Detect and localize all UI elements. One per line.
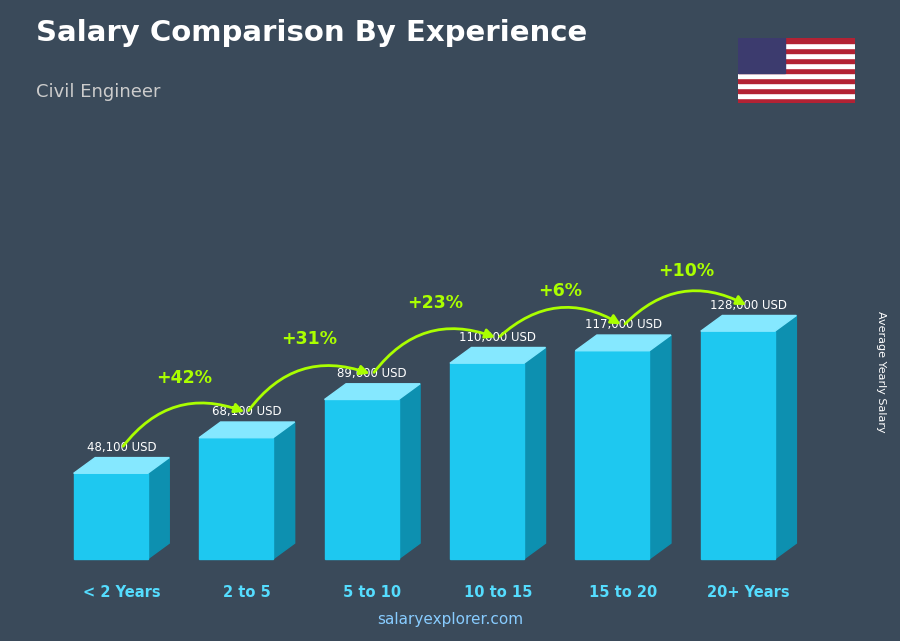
Polygon shape — [524, 347, 545, 559]
Polygon shape — [575, 335, 671, 351]
Polygon shape — [775, 315, 796, 559]
Text: 20+ Years: 20+ Years — [707, 585, 790, 600]
Text: +31%: +31% — [282, 330, 338, 349]
Text: +42%: +42% — [157, 369, 212, 387]
Bar — [738, 63, 855, 68]
Text: 89,600 USD: 89,600 USD — [338, 367, 407, 380]
Bar — [738, 78, 855, 83]
Text: 5 to 10: 5 to 10 — [343, 585, 401, 600]
Bar — [738, 68, 855, 73]
Bar — [701, 331, 775, 559]
Text: +6%: +6% — [538, 281, 582, 300]
Bar — [74, 473, 148, 559]
Bar — [738, 73, 855, 78]
Bar — [738, 88, 855, 93]
Text: Civil Engineer: Civil Engineer — [36, 83, 160, 101]
Text: 117,000 USD: 117,000 USD — [585, 318, 662, 331]
Text: 48,100 USD: 48,100 USD — [86, 440, 157, 454]
Bar — [199, 438, 274, 559]
Polygon shape — [325, 384, 420, 399]
Bar — [738, 38, 855, 44]
Text: 68,100 USD: 68,100 USD — [212, 405, 282, 418]
Polygon shape — [650, 335, 671, 559]
Text: Salary Comparison By Experience: Salary Comparison By Experience — [36, 19, 587, 47]
Polygon shape — [274, 422, 294, 559]
Polygon shape — [450, 347, 545, 363]
Bar — [738, 44, 855, 48]
Polygon shape — [399, 384, 420, 559]
Bar — [738, 97, 855, 103]
Text: 10 to 15: 10 to 15 — [464, 585, 532, 600]
Bar — [738, 83, 855, 88]
Bar — [738, 53, 855, 58]
Text: +10%: +10% — [658, 262, 714, 280]
Polygon shape — [148, 458, 169, 559]
Bar — [450, 363, 524, 559]
Polygon shape — [199, 422, 294, 438]
Text: +23%: +23% — [407, 294, 463, 312]
Polygon shape — [701, 315, 796, 331]
Bar — [575, 351, 650, 559]
Bar — [738, 38, 785, 73]
Polygon shape — [74, 458, 169, 473]
Text: < 2 Years: < 2 Years — [83, 585, 160, 600]
Text: salaryexplorer.com: salaryexplorer.com — [377, 612, 523, 627]
Text: 128,000 USD: 128,000 USD — [710, 299, 788, 312]
Text: 110,000 USD: 110,000 USD — [459, 331, 536, 344]
Bar — [738, 58, 855, 63]
Bar — [738, 48, 855, 53]
Text: 2 to 5: 2 to 5 — [223, 585, 271, 600]
Text: Average Yearly Salary: Average Yearly Salary — [877, 311, 886, 433]
Text: 15 to 20: 15 to 20 — [589, 585, 657, 600]
Bar — [325, 399, 399, 559]
Bar — [738, 93, 855, 97]
